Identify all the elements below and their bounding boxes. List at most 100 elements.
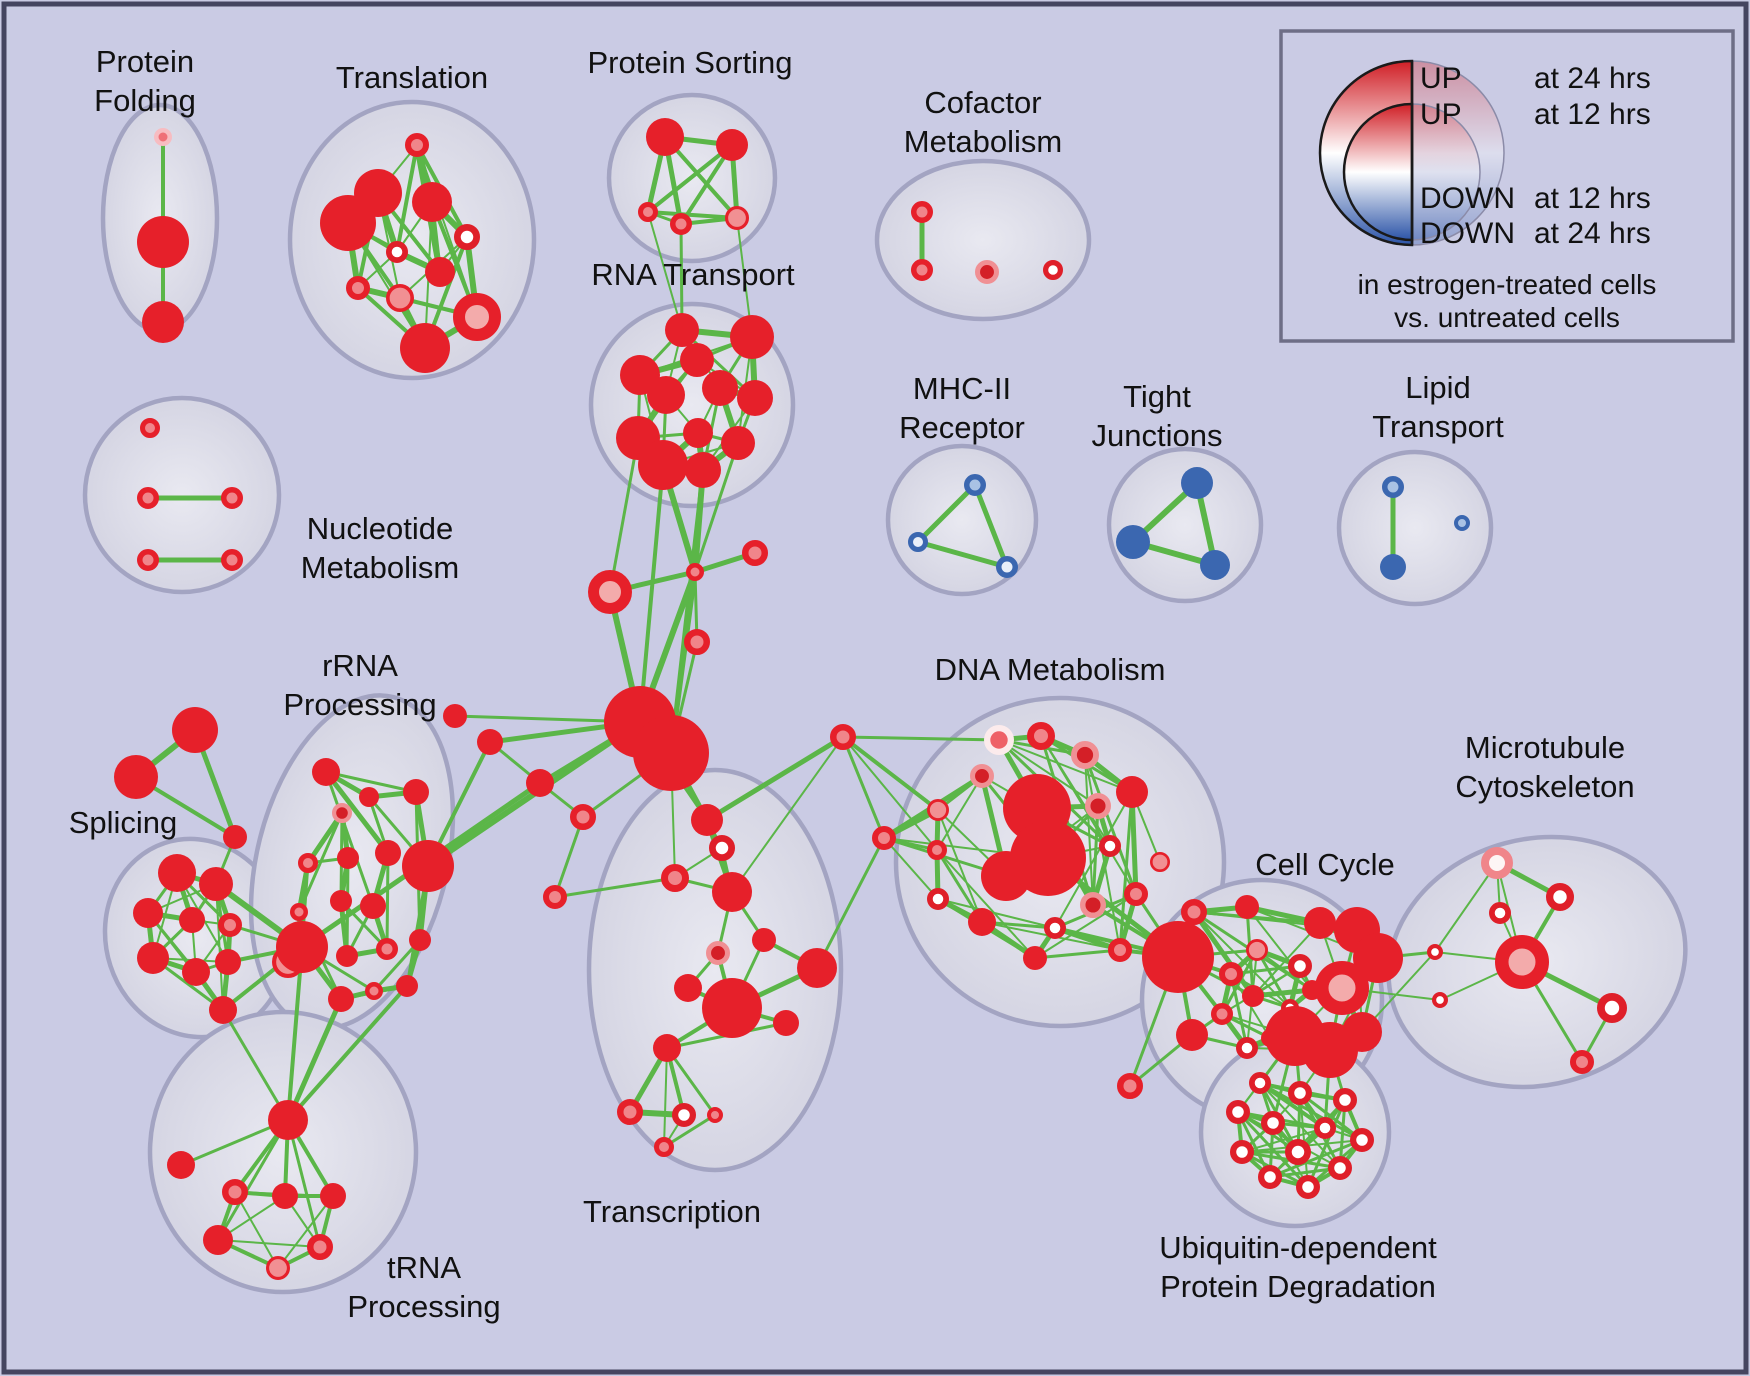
edge-u8-u6: [1241, 1127, 1326, 1153]
node-s4-ring_pink: [543, 885, 567, 909]
edge-s4-x3: [553, 876, 677, 899]
edge-rt10-j1: [693, 441, 740, 574]
node-x15-ring_pink: [654, 1137, 674, 1157]
node-u1-ring_white: [1248, 1071, 1271, 1094]
node-d1-white_ring_red: [984, 725, 1015, 756]
node-rt12-solid: [685, 452, 721, 488]
node-m7-ring_white: [1426, 944, 1443, 961]
node-d4-halo_dark: [970, 764, 995, 789]
label-protein-sorting-line1: Protein Sorting: [587, 45, 792, 80]
node-t2-solid: [114, 755, 158, 799]
label-mhc-ii-receptor-line1: MHC-II: [913, 371, 1011, 406]
legend-note-line2: vs. untreated cells: [1394, 302, 1620, 333]
node-trI-solid: [167, 1151, 195, 1179]
label-rna-transport-line1: RNA Transport: [591, 257, 795, 292]
node-tl5-ring_white: [454, 224, 481, 251]
node-tj2-blue: [1116, 525, 1150, 559]
node-rt7-solid: [737, 380, 773, 416]
node-sp5-ring_pink: [218, 913, 242, 937]
node-nm1-ring_pink: [140, 418, 160, 438]
node-rt5-solid: [702, 370, 738, 406]
node-d2-ring_pink: [1027, 722, 1055, 750]
node-t3-solid: [223, 825, 247, 849]
node-u7-ring_white: [1349, 1127, 1374, 1152]
node-d19-ring_pink: [1108, 938, 1132, 962]
edge-rrH-tr0: [286, 945, 304, 1122]
label-mhc-ii-receptor-line2: Receptor: [899, 410, 1025, 445]
node-x9-solid: [702, 978, 762, 1038]
node-rr7-solid: [375, 840, 401, 866]
legend-level-3: DOWN: [1420, 217, 1515, 250]
node-u8-ring_white: [1229, 1139, 1254, 1164]
node-rt1-solid: [665, 313, 699, 347]
edge-x4-dConn: [731, 736, 844, 893]
node-x7-solid: [797, 948, 837, 988]
label-trna-processing-line1: tRNA: [387, 1250, 461, 1285]
node-x12-ring_pink: [617, 1099, 643, 1125]
node-sp4-solid: [179, 907, 205, 933]
node-ccH-solid: [1142, 921, 1214, 993]
node-x3-ring_pink: [661, 864, 689, 892]
node-s5-solid: [443, 704, 467, 728]
edge-d12-d4: [936, 775, 983, 851]
legend-time-3: at 24 hrs: [1534, 217, 1651, 250]
node-x5-solid: [752, 928, 776, 952]
node-tl8-ring_pink: [346, 276, 370, 300]
node-nm3-ring_pink: [221, 487, 243, 509]
node-nm4-ring_pink: [137, 549, 159, 571]
edge-c7-c18: [1256, 949, 1313, 991]
legend-time-2: at 12 hrs: [1534, 182, 1651, 215]
node-d8-ring_white: [1098, 834, 1121, 857]
label-microtubule-cytoskeleton-line2: Cytoskeleton: [1455, 769, 1634, 804]
node-mh1-blue_ring_light: [964, 474, 986, 496]
node-s3-ring_pink: [570, 804, 596, 830]
node-c3-solid: [1304, 907, 1336, 939]
edge-c10-c3: [1252, 922, 1321, 997]
node-x8-solid: [674, 974, 702, 1002]
edge-rr1-rr3: [324, 770, 418, 794]
node-m6-ring_pink: [1570, 1050, 1594, 1074]
edge-rr17-tr0: [286, 984, 409, 1122]
edge-d15-d12: [935, 848, 984, 924]
edge-dConn-d13: [841, 735, 886, 840]
label-cofactor-metabolism-line2: Metabolism: [904, 124, 1063, 159]
edge-c17-c1: [1193, 911, 1291, 1009]
edge-d6-d18: [1129, 789, 1139, 897]
node-x11-solid: [653, 1034, 681, 1062]
label-cell-cycle-line1: Cell Cycle: [1255, 847, 1395, 882]
node-s2-solid: [526, 769, 554, 797]
edge-d19-d20: [1033, 948, 1122, 960]
node-tj1-blue: [1181, 467, 1213, 499]
label-rrna-processing-line2: Processing: [283, 687, 436, 722]
label-splicing-line1: Splicing: [69, 805, 178, 840]
edge-u1-u10: [1259, 1082, 1341, 1169]
node-lt2-blue: [1380, 554, 1406, 580]
node-cf4-ring_white: [1042, 260, 1063, 281]
label-tight-junctions-line1: Tight: [1123, 379, 1191, 414]
edge-d20-d12: [936, 849, 1036, 959]
label-ubiquitin-degradation-line1: Ubiquitin-dependent: [1159, 1230, 1437, 1265]
node-ccL-solid: [1176, 1019, 1208, 1051]
node-rr10-solid: [330, 890, 352, 912]
node-mh3-blue_ring_white: [996, 556, 1018, 578]
node-m1-ring_lightpink: [1481, 847, 1513, 879]
node-tl11-solid: [400, 323, 450, 373]
node-rr1-solid: [312, 758, 340, 786]
edge-rr13-rr7: [385, 851, 390, 951]
edge-d15-d5: [937, 809, 983, 923]
edge-u7-u11: [1268, 1138, 1364, 1179]
node-cf3-halo_dark: [975, 259, 1000, 284]
node-mh2-blue_ring_white: [908, 532, 928, 552]
edge-dConn-d12: [842, 736, 938, 851]
node-m2-ring_white: [1546, 883, 1575, 912]
label-protein-folding-line1: Protein: [96, 44, 194, 79]
edge-m7-m1: [1434, 862, 1498, 953]
node-pf1-halo_pink: [154, 128, 172, 146]
node-sp2-solid: [199, 867, 233, 901]
legend-level-0: UP: [1420, 62, 1462, 95]
node-d10-solid: [1010, 820, 1086, 896]
node-hubB-solid: [633, 715, 709, 791]
node-c8-ring_pink: [1219, 962, 1243, 986]
cluster-lipid-transport: [1336, 449, 1494, 607]
node-c1-ring_pink: [1181, 899, 1207, 925]
